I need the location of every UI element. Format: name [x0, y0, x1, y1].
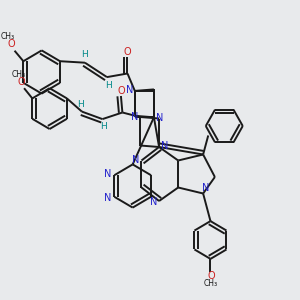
Text: O: O — [124, 46, 131, 57]
Text: N: N — [104, 193, 112, 203]
Text: CH₃: CH₃ — [0, 32, 14, 41]
Text: N: N — [104, 169, 112, 179]
Text: N: N — [131, 112, 138, 122]
Text: CH₃: CH₃ — [11, 70, 26, 79]
Text: O: O — [18, 77, 25, 87]
Text: H: H — [81, 50, 87, 59]
Text: CH₃: CH₃ — [204, 279, 218, 288]
Text: N: N — [126, 85, 133, 95]
Text: O: O — [207, 271, 215, 281]
Text: H: H — [105, 81, 112, 90]
Text: N: N — [149, 197, 157, 207]
Text: O: O — [118, 85, 125, 96]
Text: N: N — [202, 183, 209, 193]
Text: H: H — [77, 100, 84, 109]
Text: N: N — [132, 154, 139, 165]
Text: O: O — [8, 39, 15, 49]
Text: N: N — [161, 141, 168, 151]
Text: N: N — [155, 113, 163, 123]
Text: H: H — [100, 122, 107, 131]
